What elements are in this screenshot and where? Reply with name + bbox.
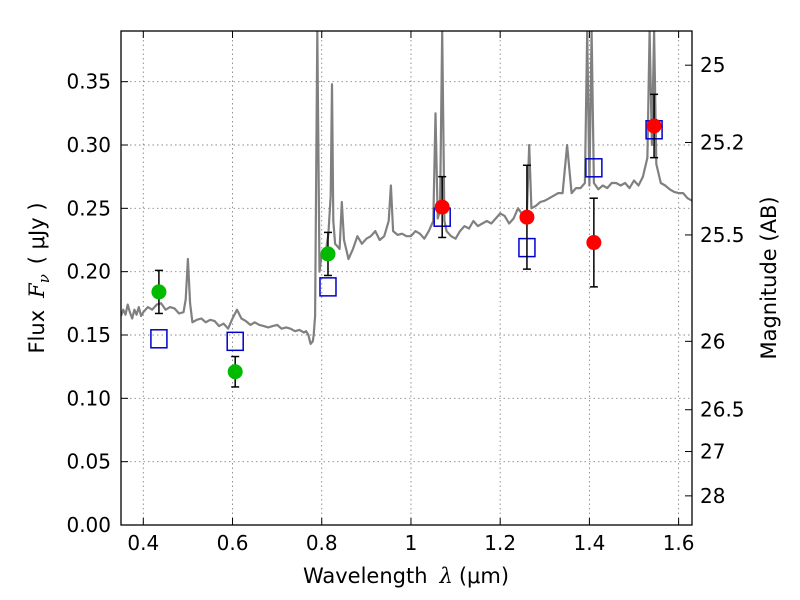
y2-tick-label: 27 [700, 440, 725, 464]
model-photometry-box [150, 329, 168, 349]
y-tick-label: 0.25 [66, 196, 111, 220]
observed-green-point [227, 364, 243, 380]
axes: 0.4 0.6 0.8 1 1.2 1.4 1.6 0.00 0.05 0.10 0.15 0.20 0… [66, 31, 745, 555]
y2-tick-label: 28 [700, 484, 725, 508]
y2-tick-label: 25.2 [700, 130, 745, 154]
x-axis-title: Wavelength λ (μm) [303, 564, 509, 588]
x-tick-label: 1.4 [573, 531, 605, 555]
y2-tick-label: 26 [700, 329, 725, 353]
y2-axis-title: Magnitude (AB) [757, 196, 781, 359]
svg-text:FluxFν( μJy ): FluxFν( μJy ) [25, 202, 53, 353]
observed-green-point [151, 284, 167, 300]
plot-area [121, 31, 692, 388]
svg-text:Magnitude (AB): Magnitude (AB) [757, 196, 781, 359]
observed-red-point [519, 209, 535, 225]
x-tick-label: 1.6 [663, 531, 695, 555]
y-tick-label: 0.30 [66, 133, 111, 157]
observed-green-point [320, 246, 336, 262]
x-tick-label: 1 [405, 531, 418, 555]
y-tick-label: 0.10 [66, 386, 111, 410]
grid [121, 31, 692, 526]
plot-frame [120, 30, 693, 526]
y-tick-label: 0.00 [66, 513, 111, 537]
model-photometry-box [226, 331, 244, 352]
observed-red-point [434, 199, 450, 215]
x-tick-label: 0.6 [217, 531, 249, 555]
y2-tick-label: 25 [700, 53, 725, 77]
model-photometry-box [585, 158, 603, 178]
x-tick-label: 1.2 [484, 531, 516, 555]
y-tick-label: 0.15 [66, 323, 111, 347]
x-tick-label: 0.8 [306, 531, 338, 555]
model-photometry-box [319, 277, 337, 297]
y2-tick-label: 26.5 [700, 398, 745, 422]
y-tick-label: 0.35 [66, 70, 111, 94]
y-tick-label: 0.05 [66, 450, 111, 474]
y-axis-title: FluxFν( μJy ) [25, 202, 53, 353]
observed-red-point [646, 118, 662, 134]
y-tick-label: 0.20 [66, 260, 111, 284]
y2-tick-label: 25.5 [700, 223, 745, 247]
x-tick-label: 0.4 [127, 531, 159, 555]
model-spectrum-line [121, 31, 692, 345]
observed-red-point [586, 235, 602, 251]
